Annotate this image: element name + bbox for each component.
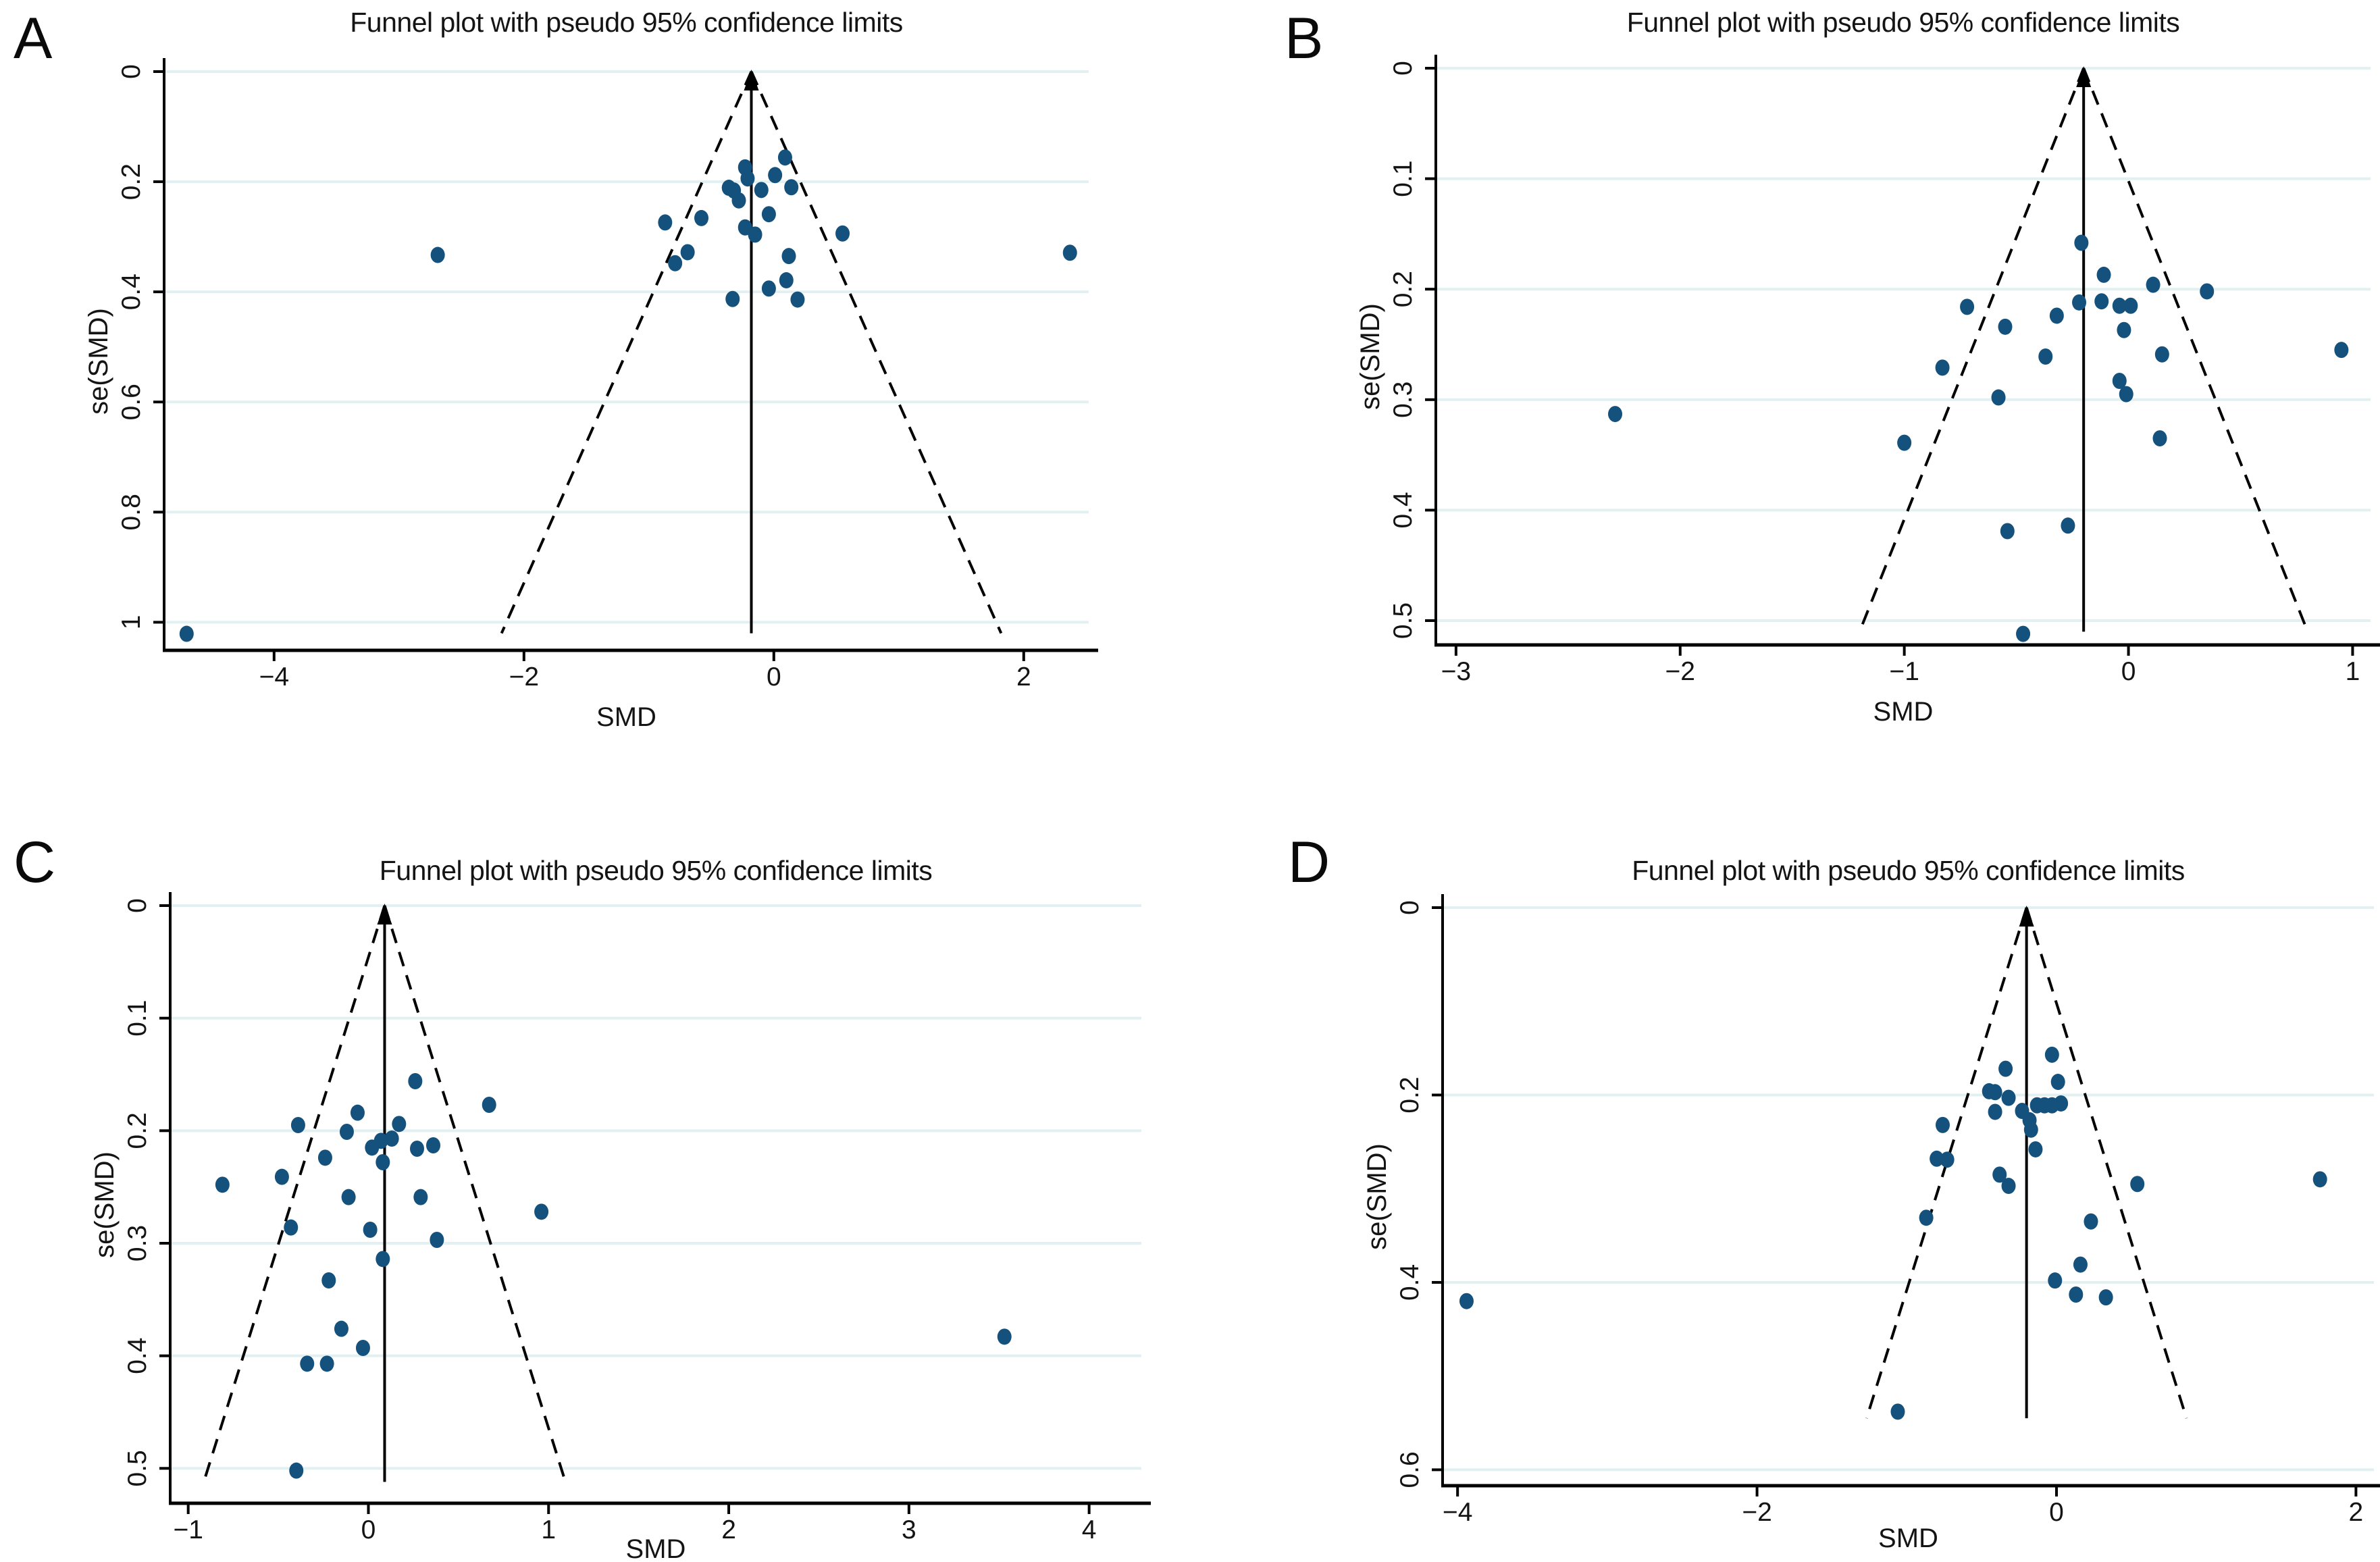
funnel-plot-d-canvas: −4 −2 0 2 0 0.2 0.4 0.6: [1395, 894, 2380, 1527]
panel-b: −3 −2 −1 0 1 0 0.1 0.2 0.3 0.4 0.5 B Funnel plot w…: [1190, 0, 2380, 781]
svg-text:1: 1: [541, 1515, 556, 1544]
svg-text:4: 4: [1082, 1515, 1097, 1544]
svg-text:2: 2: [721, 1515, 736, 1544]
svg-text:−4: −4: [259, 662, 289, 692]
svg-text:0.4: 0.4: [117, 274, 146, 310]
svg-text:0.4: 0.4: [1389, 492, 1418, 528]
svg-text:0.3: 0.3: [1389, 382, 1418, 418]
panel-a-letter: A: [14, 6, 53, 71]
panel-a: −4 −2 0 2 0 0.2 0.4 0.6 0.8 1 A Funnel plot with …: [0, 0, 1190, 781]
panel-b-letter: B: [1285, 6, 1324, 71]
panel-c-y-axis-label: se(SMD): [90, 1151, 120, 1258]
svg-text:0.2: 0.2: [117, 163, 146, 200]
svg-text:0.1: 0.1: [1389, 160, 1418, 197]
svg-text:−2: −2: [1665, 657, 1695, 686]
svg-text:2: 2: [2349, 1498, 2364, 1527]
svg-text:−1: −1: [173, 1515, 203, 1544]
panel-d-x-axis-label: SMD: [1878, 1524, 1938, 1553]
svg-text:1: 1: [117, 615, 146, 630]
svg-text:0: 0: [117, 64, 146, 79]
panel-d-title: Funnel plot with pseudo 95% confidence l…: [1632, 855, 2185, 886]
panel-d: −4 −2 0 2 0 0.2 0.4 0.6 D Funnel plot with pseu…: [1190, 781, 2380, 1562]
panel-c-letter: C: [14, 830, 56, 895]
svg-text:0: 0: [1395, 900, 1424, 915]
svg-text:0: 0: [2049, 1498, 2064, 1527]
panel-a-x-axis-label: SMD: [596, 702, 656, 732]
funnel-plot-c-canvas: −1 0 1 2 3 4 0 0.1 0.2 0.3 0.4 0.5: [123, 892, 1151, 1544]
panel-c-title: Funnel plot with pseudo 95% confidence l…: [379, 855, 933, 886]
svg-text:0.8: 0.8: [117, 494, 146, 530]
panel-d-y-axis-label: se(SMD): [1362, 1143, 1392, 1250]
svg-text:0: 0: [1389, 61, 1418, 76]
svg-text:−1: −1: [1889, 657, 1919, 686]
svg-text:0.6: 0.6: [1395, 1451, 1424, 1488]
funnel-plot-a-canvas: −4 −2 0 2 0 0.2 0.4 0.6 0.8 1: [117, 58, 1098, 692]
svg-text:0.1: 0.1: [123, 1000, 152, 1037]
svg-text:0.2: 0.2: [1389, 271, 1418, 307]
svg-text:1: 1: [2346, 657, 2360, 686]
svg-text:0: 0: [767, 662, 781, 692]
panel-b-x-axis-label: SMD: [1873, 697, 1934, 727]
panel-d-letter: D: [1288, 830, 1330, 895]
panel-b-y-axis-label: se(SMD): [1355, 303, 1385, 410]
svg-text:0: 0: [123, 898, 152, 913]
svg-text:0: 0: [2121, 657, 2136, 686]
panel-b-title: Funnel plot with pseudo 95% confidence l…: [1626, 7, 2180, 38]
funnel-plot-b-canvas: −3 −2 −1 0 1 0 0.1 0.2 0.3 0.4 0.5: [1389, 55, 2380, 686]
panel-a-title: Funnel plot with pseudo 95% confidence l…: [350, 7, 903, 38]
svg-text:−2: −2: [509, 662, 539, 692]
svg-text:−4: −4: [1443, 1498, 1472, 1527]
svg-text:0.6: 0.6: [117, 384, 146, 420]
svg-text:−2: −2: [1742, 1498, 1771, 1527]
svg-text:0.4: 0.4: [1395, 1264, 1424, 1301]
panel-a-y-axis-label: se(SMD): [84, 307, 113, 415]
svg-text:0.4: 0.4: [123, 1338, 152, 1374]
svg-text:−3: −3: [1441, 657, 1471, 686]
svg-text:0.5: 0.5: [123, 1450, 152, 1486]
svg-text:0.5: 0.5: [1389, 602, 1418, 639]
svg-text:2: 2: [1016, 662, 1031, 692]
svg-text:0.2: 0.2: [1395, 1076, 1424, 1113]
panel-c: −1 0 1 2 3 4 0 0.1 0.2 0.3 0.4 0.5 C Funnel plot wi…: [0, 781, 1190, 1562]
panel-c-x-axis-label: SMD: [625, 1534, 686, 1562]
svg-text:0.3: 0.3: [123, 1225, 152, 1261]
svg-text:0.2: 0.2: [123, 1112, 152, 1149]
svg-text:0: 0: [361, 1515, 376, 1544]
svg-text:3: 3: [902, 1515, 916, 1544]
